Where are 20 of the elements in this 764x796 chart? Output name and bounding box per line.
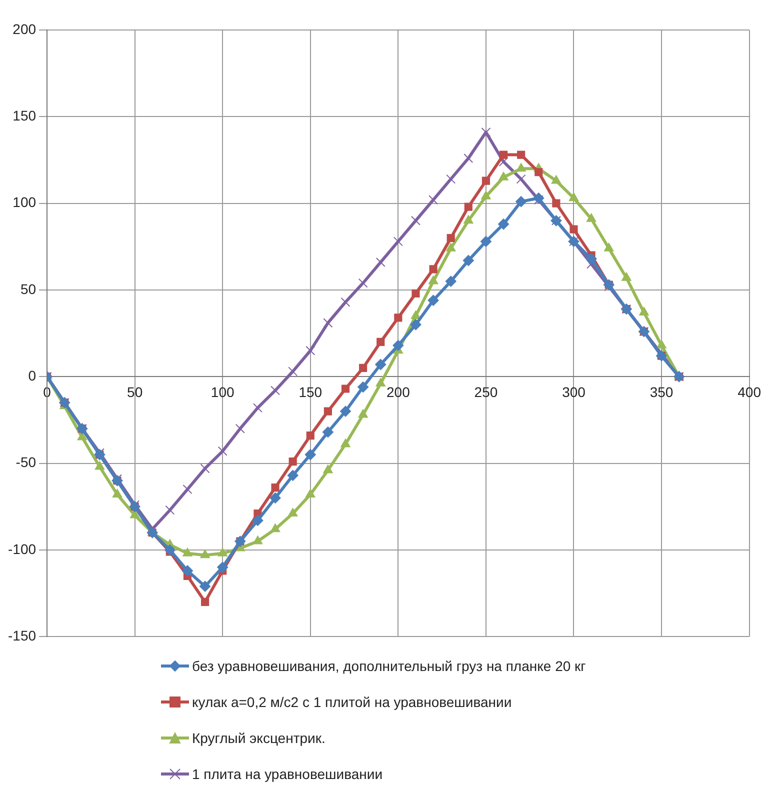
- y-tick-label: 200: [12, 20, 36, 37]
- x-tick-label: 350: [650, 384, 674, 400]
- legend-label: без уравновешивания, дополнительный груз на планке 20 кг: [192, 658, 586, 674]
- y-tick-label: -150: [8, 627, 36, 644]
- x-tick-label: 50: [127, 384, 143, 400]
- legend-label: Круглый эксцентрик.: [192, 730, 326, 746]
- x-tick-label: 250: [474, 384, 498, 400]
- x-tick-label: 100: [210, 384, 234, 400]
- y-tick-label: -100: [8, 540, 36, 557]
- legend-label: 1 плита на уравновешивании: [192, 766, 383, 782]
- y-tick-label: 100: [12, 194, 36, 210]
- x-tick-label: 150: [298, 384, 322, 400]
- x-tick-label: 400: [738, 384, 762, 400]
- x-tick-label: 300: [562, 384, 586, 400]
- y-tick-label: 150: [12, 108, 36, 124]
- y-tick-label: -50: [16, 454, 36, 470]
- y-tick-label: 0: [28, 367, 36, 384]
- legend-label: кулак а=0,2 м/с2 с 1 плитой на уравновешивании: [192, 694, 512, 710]
- y-tick-label: 50: [20, 280, 36, 297]
- x-tick-label: 200: [386, 384, 410, 400]
